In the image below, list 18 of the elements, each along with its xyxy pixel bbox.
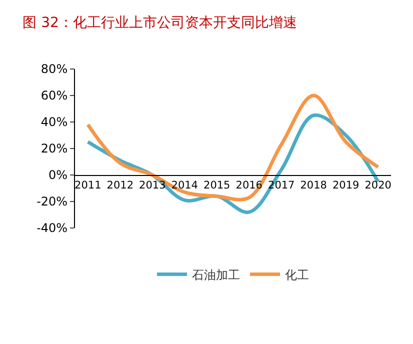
x-tick-label: 2020 — [364, 180, 392, 192]
legend-label: 化工 — [285, 268, 309, 282]
y-tick-label: 80% — [40, 62, 68, 76]
y-tick-label: -20% — [36, 194, 68, 209]
y-tick-label: -40% — [36, 221, 68, 236]
y-tick-label: 20% — [40, 142, 68, 156]
x-tick-label: 2013 — [139, 180, 166, 192]
x-tick-label: 2015 — [204, 180, 230, 192]
y-tick-label: 0% — [48, 168, 68, 182]
legend-label: 石油加工 — [192, 268, 240, 282]
x-tick-label: 2018 — [300, 180, 327, 192]
x-tick-label: 2012 — [106, 180, 134, 192]
y-tick-label: 60% — [40, 88, 68, 103]
x-tick-label: 2019 — [332, 180, 360, 192]
x-tick-label: 2014 — [171, 180, 198, 192]
x-tick-label: 2011 — [74, 180, 102, 192]
y-tick-label: 40% — [40, 115, 68, 130]
chart-title: 图 32：化工行业上市公司资本开支同比增速 — [22, 14, 297, 31]
